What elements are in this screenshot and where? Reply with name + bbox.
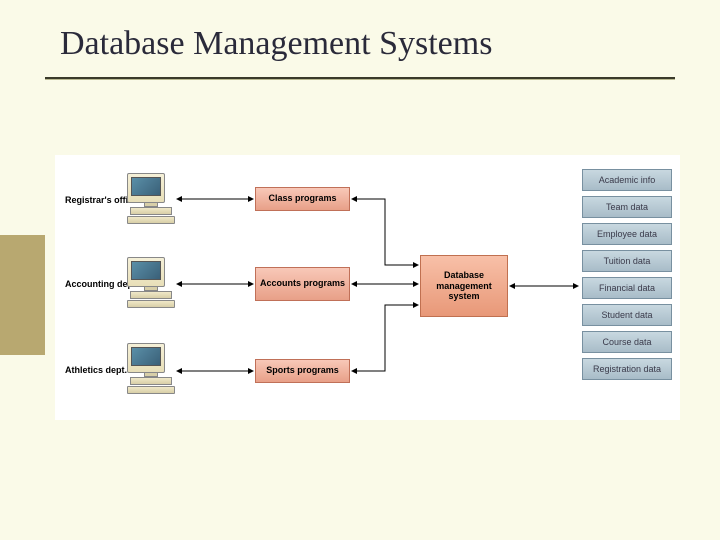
computer-icon [127, 343, 175, 394]
program-accounts: Accounts programs [255, 267, 350, 301]
data-academic: Academic info [582, 169, 672, 191]
data-tuition: Tuition data [582, 250, 672, 272]
data-employee: Employee data [582, 223, 672, 245]
data-financial: Financial data [582, 277, 672, 299]
title-area: Database Management Systems [0, 0, 720, 73]
data-team: Team data [582, 196, 672, 218]
diagram-canvas: Registrar's office Accounting dept. Athl… [55, 155, 680, 420]
data-course: Course data [582, 331, 672, 353]
program-sports: Sports programs [255, 359, 350, 383]
slide-title: Database Management Systems [60, 25, 680, 63]
data-student: Student data [582, 304, 672, 326]
title-underline-light [45, 79, 675, 80]
data-registration: Registration data [582, 358, 672, 380]
dept-label: Athletics dept. [65, 365, 127, 375]
program-class: Class programs [255, 187, 350, 211]
computer-icon [127, 173, 175, 224]
accent-bar [0, 235, 45, 355]
computer-icon [127, 257, 175, 308]
data-column: Academic info Team data Employee data Tu… [582, 169, 672, 385]
dbms-box: Database management system [420, 255, 508, 317]
